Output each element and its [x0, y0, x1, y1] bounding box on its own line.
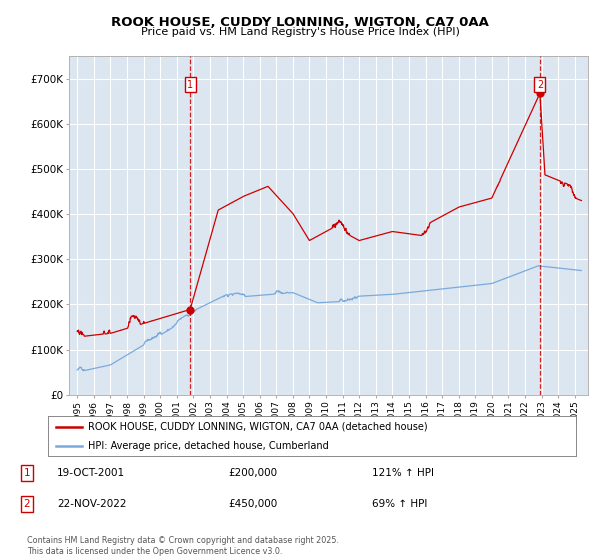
Text: 69% ↑ HPI: 69% ↑ HPI — [372, 499, 427, 509]
Text: 22-NOV-2022: 22-NOV-2022 — [57, 499, 127, 509]
Text: 121% ↑ HPI: 121% ↑ HPI — [372, 468, 434, 478]
Text: Price paid vs. HM Land Registry's House Price Index (HPI): Price paid vs. HM Land Registry's House … — [140, 27, 460, 37]
Text: £450,000: £450,000 — [228, 499, 277, 509]
Text: £200,000: £200,000 — [228, 468, 277, 478]
Text: 19-OCT-2001: 19-OCT-2001 — [57, 468, 125, 478]
Text: Contains HM Land Registry data © Crown copyright and database right 2025.
This d: Contains HM Land Registry data © Crown c… — [27, 536, 339, 556]
Text: 2: 2 — [23, 499, 31, 509]
Text: ROOK HOUSE, CUDDY LONNING, WIGTON, CA7 0AA (detached house): ROOK HOUSE, CUDDY LONNING, WIGTON, CA7 0… — [88, 422, 427, 432]
Text: 1: 1 — [187, 80, 193, 90]
Text: 2: 2 — [537, 80, 543, 90]
Text: ROOK HOUSE, CUDDY LONNING, WIGTON, CA7 0AA: ROOK HOUSE, CUDDY LONNING, WIGTON, CA7 0… — [111, 16, 489, 29]
Text: 1: 1 — [23, 468, 31, 478]
Text: HPI: Average price, detached house, Cumberland: HPI: Average price, detached house, Cumb… — [88, 441, 328, 450]
